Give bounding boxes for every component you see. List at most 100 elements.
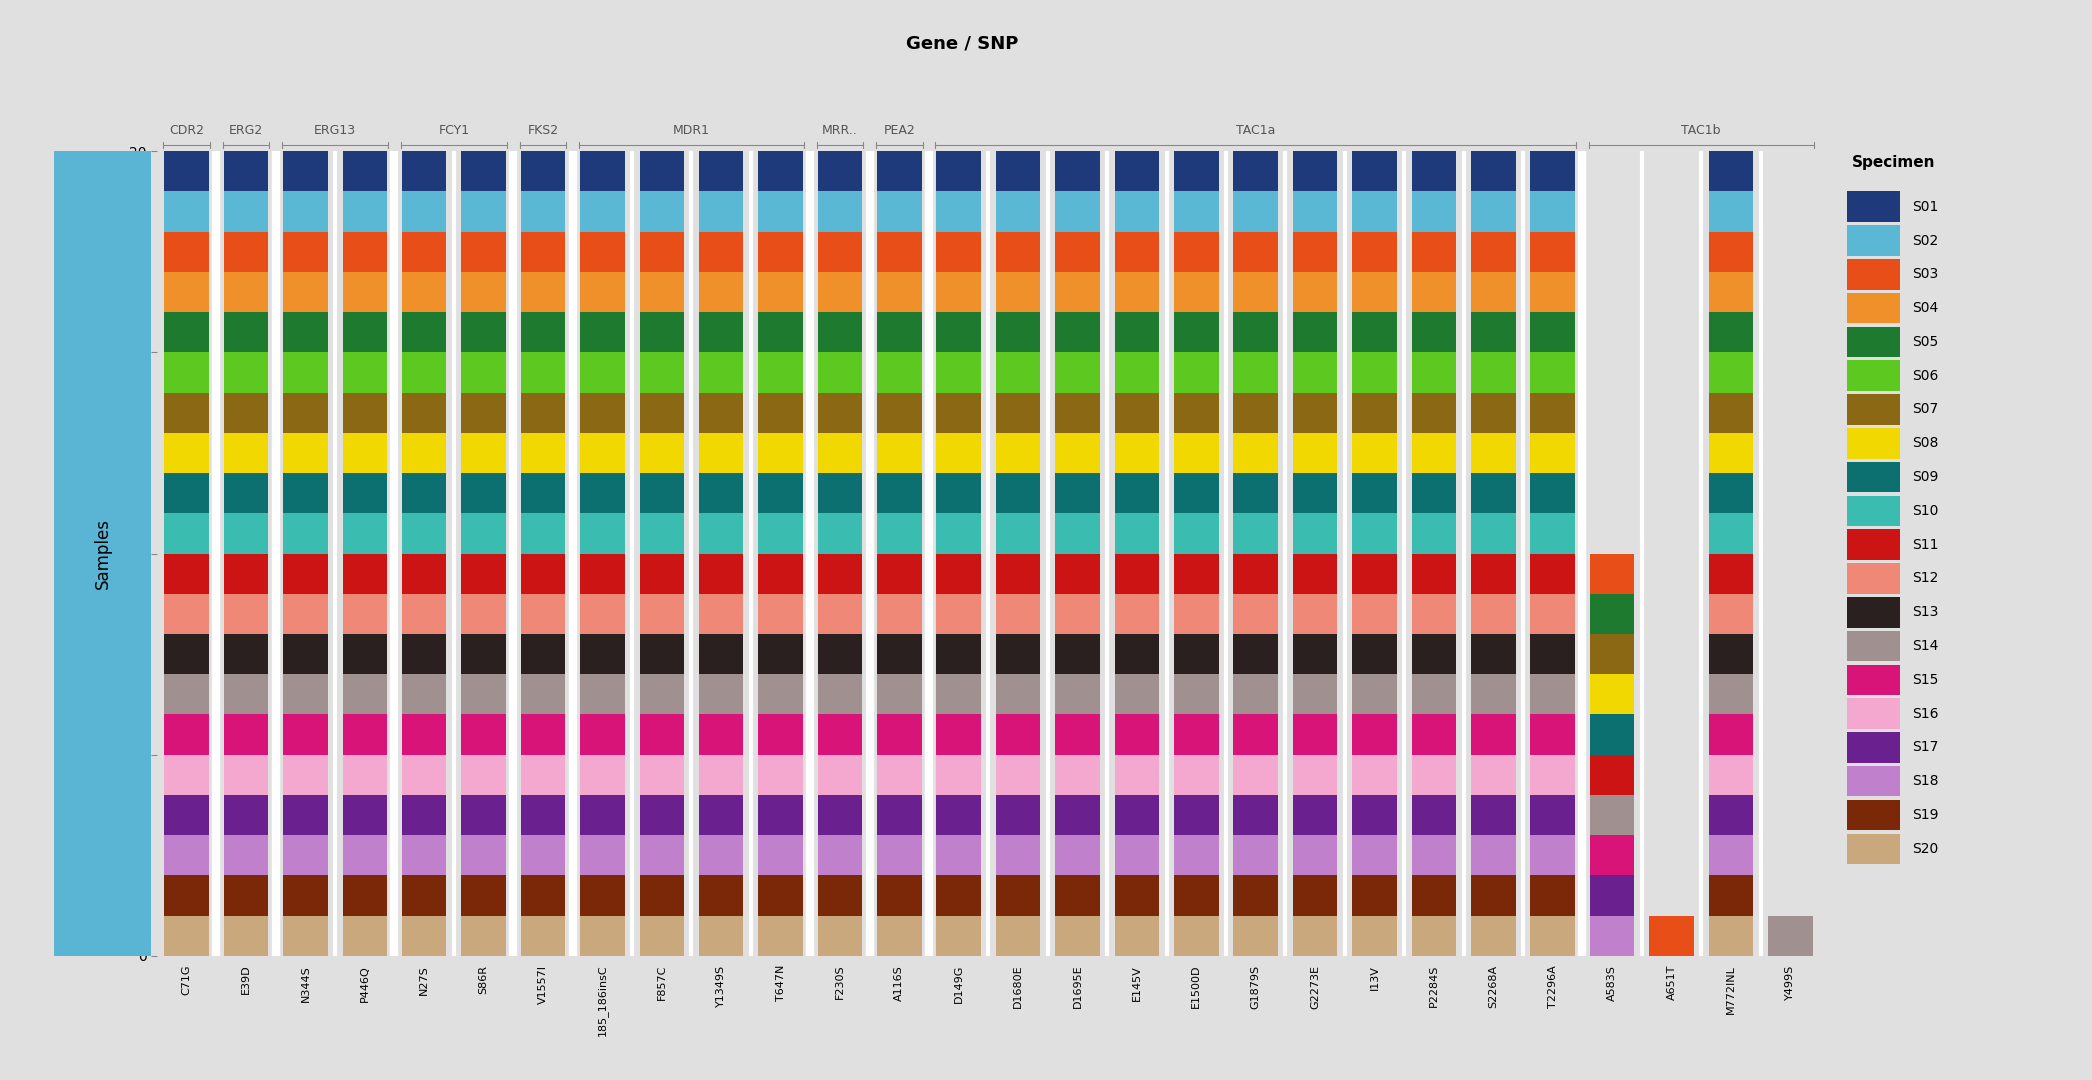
Bar <box>1471 151 1515 191</box>
Bar <box>1293 513 1337 553</box>
Bar <box>699 433 743 473</box>
Bar <box>521 674 565 715</box>
Bar <box>165 312 209 352</box>
Bar <box>1115 312 1159 352</box>
Text: S03: S03 <box>1912 268 1937 281</box>
Bar <box>1174 553 1220 594</box>
Bar <box>699 875 743 916</box>
FancyBboxPatch shape <box>1847 664 1900 696</box>
Bar <box>1234 715 1278 755</box>
Bar <box>1174 352 1220 393</box>
Bar <box>640 553 684 594</box>
Bar <box>1293 553 1337 594</box>
Bar <box>1471 392 1515 433</box>
Bar <box>818 191 862 231</box>
Bar <box>1293 392 1337 433</box>
Bar <box>579 916 626 956</box>
Bar <box>165 352 209 393</box>
Bar <box>1174 191 1220 231</box>
Bar <box>1709 916 1753 956</box>
Bar <box>521 433 565 473</box>
Bar <box>579 392 626 433</box>
Text: S16: S16 <box>1912 706 1939 720</box>
FancyBboxPatch shape <box>1847 496 1900 526</box>
Bar <box>1115 875 1159 916</box>
Bar <box>1115 553 1159 594</box>
Bar <box>402 513 446 553</box>
Bar <box>1054 151 1100 191</box>
Bar <box>1412 594 1456 634</box>
Bar <box>1471 795 1515 835</box>
Bar <box>1590 674 1634 715</box>
Bar <box>1412 473 1456 513</box>
Bar <box>462 594 506 634</box>
Bar <box>579 835 626 875</box>
Bar <box>877 875 923 916</box>
Bar <box>224 272 268 312</box>
Bar <box>579 191 626 231</box>
Bar <box>165 473 209 513</box>
Bar <box>462 755 506 795</box>
Bar <box>1709 392 1753 433</box>
Bar <box>937 916 981 956</box>
Bar <box>224 553 268 594</box>
Bar <box>937 151 981 191</box>
Bar <box>1115 473 1159 513</box>
Bar <box>1174 433 1220 473</box>
Bar <box>521 352 565 393</box>
Bar <box>1174 151 1220 191</box>
Bar <box>1293 473 1337 513</box>
Bar <box>1590 835 1634 875</box>
Bar <box>282 715 328 755</box>
Bar <box>462 272 506 312</box>
Text: S18: S18 <box>1912 774 1939 788</box>
Bar <box>640 272 684 312</box>
Bar <box>757 392 803 433</box>
Bar <box>1709 835 1753 875</box>
Bar <box>877 674 923 715</box>
Bar <box>1115 231 1159 272</box>
Bar <box>1351 272 1397 312</box>
Bar <box>1590 634 1634 674</box>
Bar <box>1054 352 1100 393</box>
Bar <box>1351 674 1397 715</box>
Bar <box>165 795 209 835</box>
Bar <box>1115 634 1159 674</box>
Bar <box>462 312 506 352</box>
Bar <box>1412 755 1456 795</box>
Bar <box>1709 674 1753 715</box>
FancyBboxPatch shape <box>1847 529 1900 559</box>
Bar <box>1531 594 1575 634</box>
Bar <box>579 875 626 916</box>
Bar <box>1115 272 1159 312</box>
Bar <box>402 594 446 634</box>
Bar <box>757 272 803 312</box>
Bar <box>343 715 387 755</box>
Bar <box>282 473 328 513</box>
Bar <box>1531 715 1575 755</box>
Bar <box>1412 352 1456 393</box>
Bar <box>1174 916 1220 956</box>
Bar <box>165 755 209 795</box>
Bar <box>1768 916 1812 956</box>
Bar <box>818 312 862 352</box>
Text: PEA2: PEA2 <box>883 124 914 137</box>
Bar <box>877 191 923 231</box>
Bar <box>1351 715 1397 755</box>
Bar <box>579 553 626 594</box>
Bar <box>1412 392 1456 433</box>
Bar <box>1115 916 1159 956</box>
Bar <box>1234 916 1278 956</box>
Bar <box>282 312 328 352</box>
Bar <box>877 231 923 272</box>
Bar <box>877 433 923 473</box>
Bar <box>1234 553 1278 594</box>
Bar <box>282 392 328 433</box>
Bar <box>699 916 743 956</box>
Bar <box>1293 755 1337 795</box>
Bar <box>1174 715 1220 755</box>
Bar <box>1054 231 1100 272</box>
Bar <box>1531 272 1575 312</box>
Bar <box>996 875 1040 916</box>
Bar <box>757 312 803 352</box>
